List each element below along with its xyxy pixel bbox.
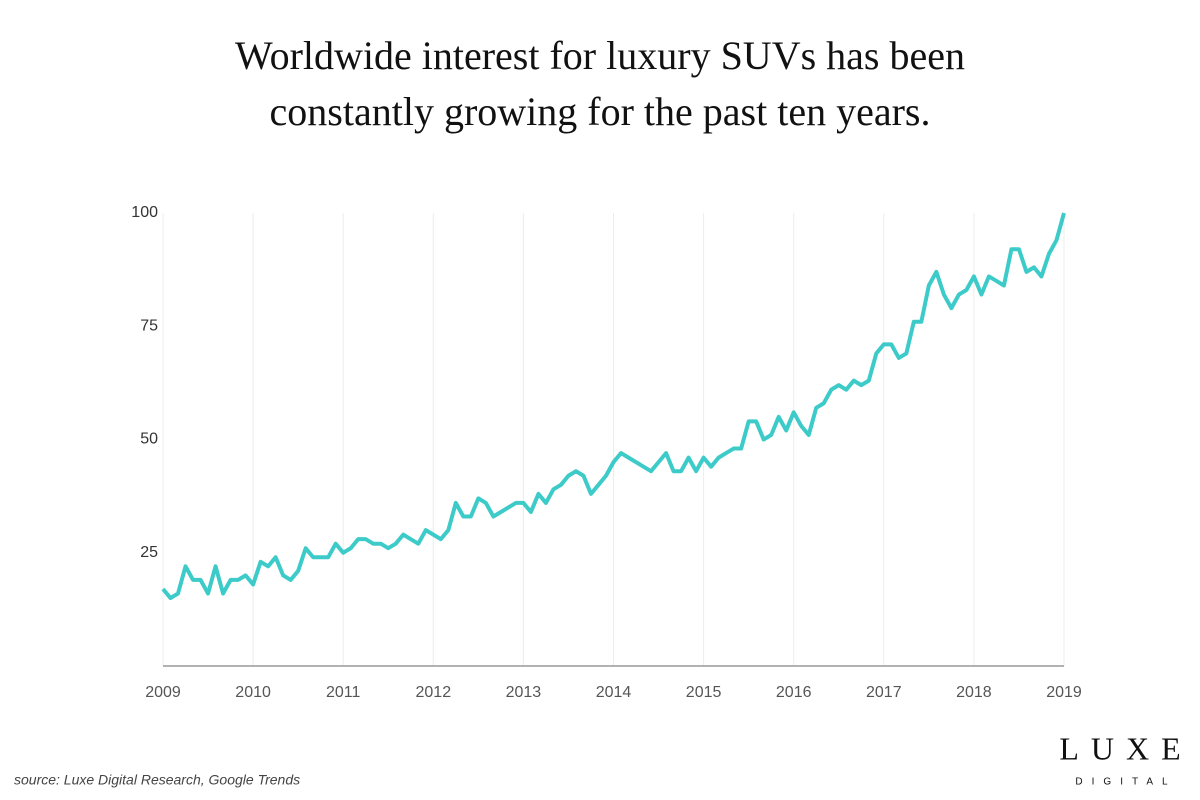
y-tick-label: 25	[140, 544, 158, 561]
x-tick-label: 2018	[956, 684, 992, 701]
x-tick-label: 2019	[1046, 684, 1082, 701]
x-tick-label: 2017	[866, 684, 902, 701]
x-tick-label: 2012	[416, 684, 452, 701]
x-tick-label: 2009	[145, 684, 181, 701]
x-tick-label: 2015	[686, 684, 722, 701]
y-tick-label: 100	[131, 204, 158, 221]
x-tick-label: 2011	[326, 684, 361, 701]
brand-tagline: DIGITAL	[1075, 777, 1176, 788]
y-tick-label: 75	[140, 317, 158, 334]
x-tick-label: 2013	[506, 684, 542, 701]
data-line	[161, 212, 1066, 601]
chart-title: Worldwide interest for luxury SUVs has b…	[235, 33, 965, 134]
x-tick-label: 2014	[596, 684, 632, 701]
brand-name: LUXE	[1059, 730, 1192, 766]
x-tick-label: 2016	[776, 684, 812, 701]
y-tick-label: 50	[140, 431, 158, 448]
source: source: Luxe Digital Research, Google Tr…	[14, 772, 300, 788]
x-tick-label: 2010	[235, 684, 271, 701]
